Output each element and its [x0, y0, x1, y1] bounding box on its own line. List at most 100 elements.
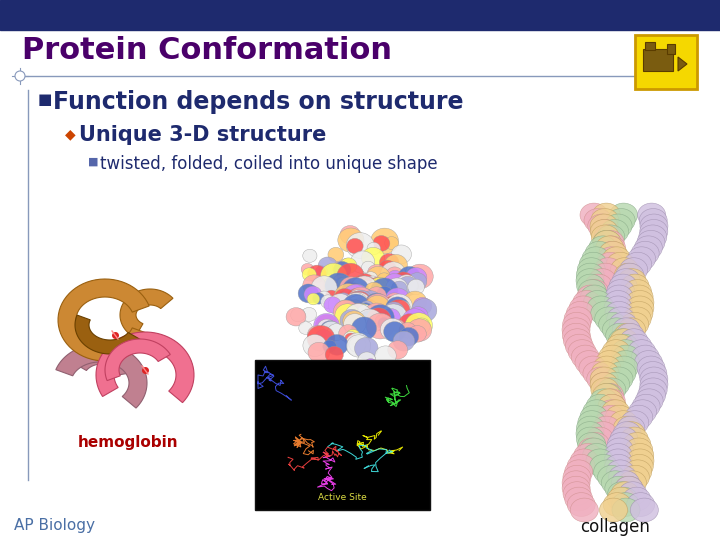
Ellipse shape [356, 274, 374, 291]
Ellipse shape [385, 305, 404, 322]
Ellipse shape [405, 313, 433, 338]
Ellipse shape [577, 274, 605, 298]
Ellipse shape [610, 487, 638, 511]
Ellipse shape [413, 298, 432, 315]
Ellipse shape [640, 367, 668, 391]
Ellipse shape [591, 219, 619, 244]
Ellipse shape [605, 454, 633, 478]
Ellipse shape [363, 303, 390, 328]
Ellipse shape [629, 400, 657, 423]
Ellipse shape [353, 293, 366, 306]
Ellipse shape [614, 323, 642, 347]
Text: ◆: ◆ [65, 127, 76, 141]
Ellipse shape [377, 286, 393, 302]
Ellipse shape [604, 443, 632, 467]
Ellipse shape [593, 378, 621, 402]
Ellipse shape [626, 449, 654, 472]
Ellipse shape [604, 291, 632, 314]
Ellipse shape [408, 273, 427, 291]
Ellipse shape [351, 251, 374, 273]
Ellipse shape [582, 433, 610, 456]
Ellipse shape [593, 356, 621, 380]
Ellipse shape [361, 291, 381, 310]
Ellipse shape [590, 373, 618, 396]
Ellipse shape [399, 322, 416, 338]
Ellipse shape [570, 449, 598, 472]
Ellipse shape [640, 373, 668, 396]
Ellipse shape [585, 427, 613, 451]
Ellipse shape [604, 449, 632, 472]
Ellipse shape [565, 334, 593, 358]
Ellipse shape [320, 263, 347, 287]
Ellipse shape [598, 312, 626, 336]
Ellipse shape [388, 341, 408, 359]
Text: collagen: collagen [580, 518, 650, 536]
Ellipse shape [591, 225, 619, 249]
Text: pepsin: pepsin [370, 377, 421, 392]
Ellipse shape [335, 304, 360, 327]
Ellipse shape [386, 278, 408, 299]
Ellipse shape [583, 291, 611, 314]
Ellipse shape [593, 231, 621, 254]
Ellipse shape [360, 299, 377, 314]
Ellipse shape [621, 411, 649, 435]
Text: twisted, folded, coiled into unique shape: twisted, folded, coiled into unique shap… [100, 155, 438, 173]
Ellipse shape [375, 314, 390, 328]
Circle shape [15, 71, 25, 81]
Ellipse shape [615, 476, 643, 500]
Ellipse shape [628, 247, 655, 271]
Ellipse shape [574, 443, 602, 467]
Ellipse shape [381, 262, 405, 285]
Ellipse shape [343, 282, 356, 294]
Ellipse shape [307, 265, 326, 282]
Ellipse shape [614, 263, 642, 287]
Ellipse shape [598, 394, 626, 418]
Ellipse shape [563, 482, 591, 505]
Ellipse shape [325, 290, 338, 302]
Ellipse shape [637, 231, 665, 254]
Ellipse shape [562, 318, 590, 342]
Ellipse shape [615, 476, 643, 500]
Ellipse shape [562, 312, 590, 336]
Ellipse shape [639, 378, 667, 402]
Ellipse shape [579, 356, 607, 380]
Ellipse shape [386, 267, 403, 283]
Ellipse shape [337, 293, 351, 306]
Bar [643, 49, 673, 71]
Ellipse shape [625, 454, 653, 478]
Ellipse shape [624, 334, 652, 358]
Ellipse shape [348, 292, 370, 313]
Ellipse shape [348, 290, 368, 308]
Ellipse shape [373, 235, 390, 251]
Polygon shape [105, 339, 171, 381]
Ellipse shape [599, 241, 627, 265]
Ellipse shape [587, 296, 615, 320]
Ellipse shape [379, 304, 408, 329]
Ellipse shape [352, 298, 369, 313]
Ellipse shape [582, 247, 610, 271]
Ellipse shape [609, 274, 637, 298]
Ellipse shape [361, 247, 384, 269]
Ellipse shape [334, 284, 362, 309]
Ellipse shape [349, 291, 374, 313]
Ellipse shape [606, 252, 634, 276]
Ellipse shape [582, 400, 611, 423]
Ellipse shape [564, 329, 591, 353]
Text: Function depends on structure: Function depends on structure [53, 90, 464, 114]
Ellipse shape [407, 264, 433, 289]
Ellipse shape [318, 257, 338, 275]
Ellipse shape [625, 405, 653, 429]
Ellipse shape [601, 400, 629, 423]
Ellipse shape [613, 416, 642, 440]
Ellipse shape [564, 487, 593, 511]
Ellipse shape [621, 274, 649, 298]
Ellipse shape [595, 389, 623, 413]
Ellipse shape [312, 293, 325, 304]
Ellipse shape [384, 254, 408, 276]
Ellipse shape [609, 411, 637, 435]
Ellipse shape [606, 405, 634, 429]
Ellipse shape [605, 301, 633, 325]
Ellipse shape [302, 249, 317, 262]
Ellipse shape [385, 293, 404, 310]
Bar [645, 42, 655, 50]
